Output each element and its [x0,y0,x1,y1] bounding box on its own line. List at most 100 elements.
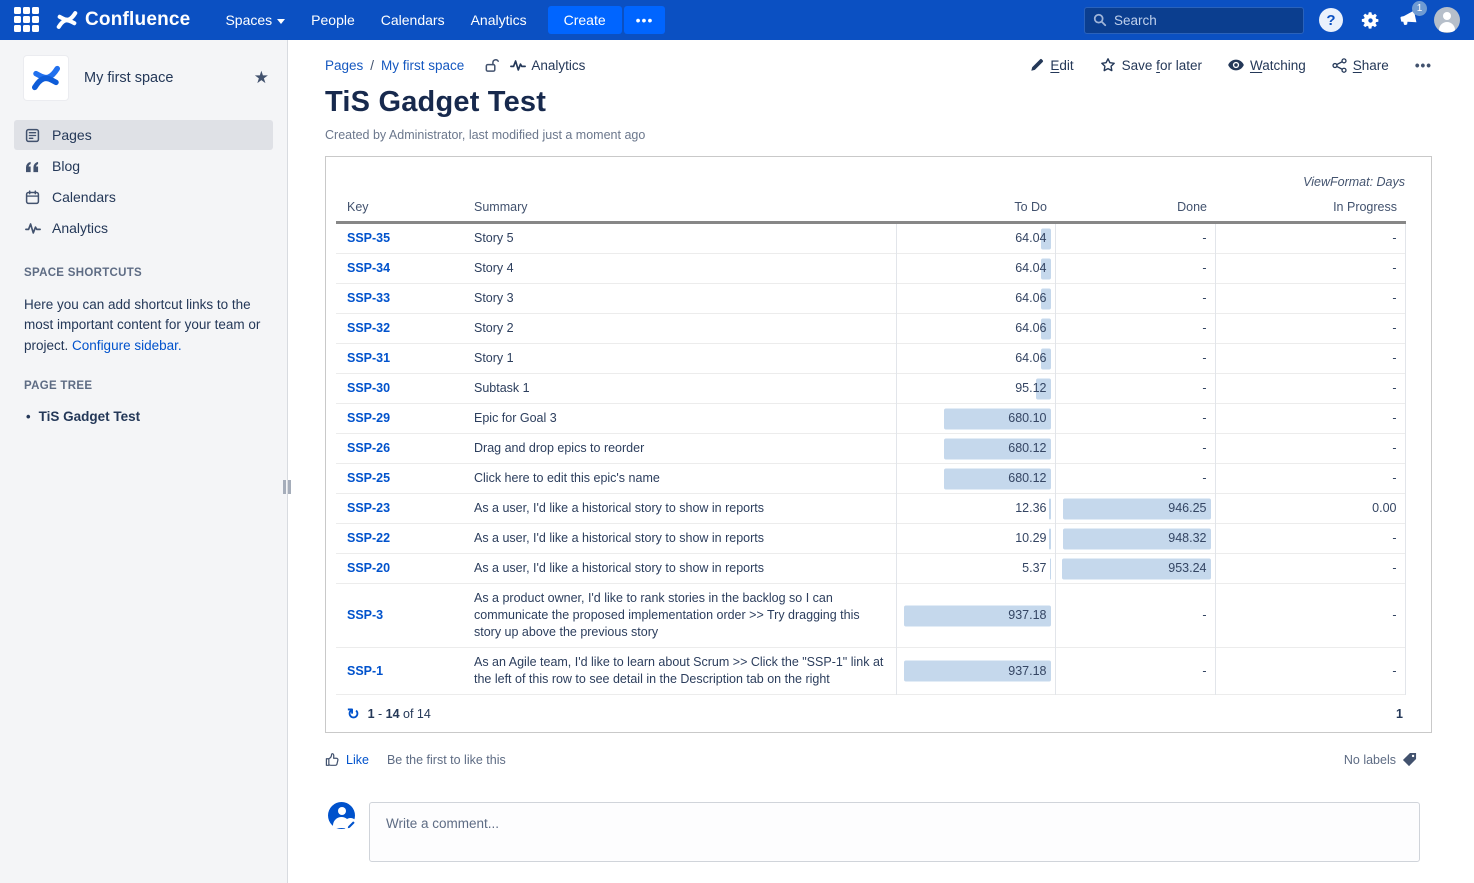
search-box[interactable] [1084,6,1304,34]
value-bar [944,438,1051,459]
cell-key: SSP-35 [336,223,471,254]
share-button[interactable]: Share [1332,58,1389,73]
nav-people[interactable]: People [311,12,355,28]
edit-button[interactable]: Edit [1030,58,1074,73]
cell-to_do: 95.12 [895,373,1055,404]
page-social-bar: Like Be the first to like this No labels [325,752,1432,767]
page-more-button[interactable]: ••• [1414,57,1432,73]
save-for-later-button[interactable]: Save for later [1100,57,1202,73]
like-button[interactable]: Like [325,752,369,767]
configure-sidebar-link[interactable]: Configure sidebar. [72,337,182,353]
nav-calendars[interactable]: Calendars [380,12,445,28]
comment-user-avatar [328,802,357,831]
cell-done: - [1054,313,1215,344]
issue-summary: As an Agile team, I'd like to learn abou… [474,655,884,686]
issue-key-link[interactable]: SSP-1 [347,663,384,678]
issue-key-link[interactable]: SSP-3 [347,608,384,622]
cell-key: SSP-29 [336,404,471,434]
cell-key: SSP-34 [336,254,471,284]
issue-key-link[interactable]: SSP-20 [347,561,391,575]
value-bar [1040,258,1051,279]
issue-summary: Story 4 [474,261,514,275]
issue-key-link[interactable]: SSP-32 [347,321,391,335]
issue-key-link[interactable]: SSP-23 [347,501,391,515]
issue-key-link[interactable]: SSP-30 [347,381,391,395]
nav-analytics[interactable]: Analytics [470,12,527,28]
label-tag-icon [1402,752,1417,767]
issue-key-link[interactable]: SSP-29 [347,411,391,425]
comment-input[interactable] [369,802,1420,862]
table-row: SSP-30 Subtask 1 95.12- - [336,373,1406,404]
issue-key-link[interactable]: SSP-25 [347,471,391,485]
favourite-star-icon[interactable]: ★ [253,68,269,87]
issue-summary: Epic for Goal 3 [474,411,557,425]
unlock-icon[interactable] [484,58,500,73]
eye-icon [1228,59,1244,71]
notifications-megaphone-icon[interactable]: 1 [1397,0,1427,34]
brand-name: Confluence [85,9,191,30]
issue-key-link[interactable]: SSP-33 [347,291,391,305]
analytics-wave-icon [24,222,41,235]
value-bar [1040,348,1051,369]
table-row: SSP-22 As a user, I'd like a historical s… [336,523,1406,554]
user-avatar[interactable] [1434,7,1460,33]
chevron-down-icon [277,18,286,24]
settings-gear-icon[interactable] [1358,8,1382,32]
cell-in_progress: - [1214,523,1406,554]
cell-done: - [1054,373,1215,404]
cell-key: SSP-20 [336,554,471,584]
issue-key-link[interactable]: SSP-35 [347,231,391,245]
search-input[interactable] [1114,12,1284,28]
labels-button[interactable]: No labels [1344,752,1417,767]
sidebar-item-calendars[interactable]: Calendars [14,182,273,212]
value-bar [904,660,1051,682]
issue-key-link[interactable]: SSP-22 [347,531,391,545]
table-row: SSP-29 Epic for Goal 3 680.10- - [336,403,1406,434]
space-logo[interactable] [24,56,68,100]
cell-done: 948.32 [1054,523,1215,554]
confluence-logo[interactable]: Confluence [56,9,190,31]
app-switcher-icon[interactable] [14,7,40,33]
sidebar-item-blog[interactable]: Blog [14,151,273,181]
search-icon [1093,13,1107,27]
issue-summary: As a user, I'd like a historical story t… [474,501,765,515]
cell-to_do: 10.29 [895,523,1055,554]
like-hint: Be the first to like this [386,752,506,767]
nav-spaces[interactable]: Spaces [212,0,298,40]
cell-done: - [1054,343,1215,374]
refresh-icon[interactable]: ↻ [347,705,360,723]
current-page-number[interactable]: 1 [1396,706,1403,721]
issue-summary: Story 5 [474,231,514,245]
cell-done: - [1054,433,1215,464]
cell-in_progress: - [1214,373,1406,404]
create-button[interactable]: Create [547,6,622,34]
sidebar-item-analytics[interactable]: Analytics [14,213,273,243]
space-name[interactable]: My first space [84,70,174,86]
value-bar [1048,528,1051,549]
sidebar-resize-grip[interactable] [283,480,291,494]
table-row: SSP-23 As a user, I'd like a historical s… [336,493,1406,524]
sidebar-item-label: Analytics [52,220,109,236]
cell-in_progress: - [1214,433,1406,464]
issue-summary: As a user, I'd like a historical story t… [474,531,765,545]
table-row: SSP-26 Drag and drop epics to reorder 680.… [336,433,1406,464]
page-content: Pages / My first space Analytics Edit [288,40,1474,883]
issue-key-link[interactable]: SSP-34 [347,261,391,275]
issue-key-link[interactable]: SSP-26 [347,441,391,455]
table-row: SSP-31 Story 1 64.06- - [336,343,1406,374]
cell-key: SSP-25 [336,464,471,494]
help-icon[interactable]: ? [1319,8,1343,32]
watching-button[interactable]: Watching [1228,58,1306,73]
breadcrumb-pages-link[interactable]: Pages [325,57,364,73]
page-tree-item[interactable]: • TiS Gadget Test [26,408,141,424]
cell-to_do: 12.36 [895,493,1055,524]
nav-more-button[interactable]: ••• [623,6,666,34]
sidebar-item-pages[interactable]: Pages [14,120,273,150]
breadcrumb-space-link[interactable]: My first space [381,57,465,73]
cell-key: SSP-32 [336,314,471,344]
issue-key-link[interactable]: SSP-31 [347,351,391,365]
table-header-row: Key Summary To Do Done In Progress [336,191,1405,223]
cell-in_progress: - [1214,313,1406,344]
table-row: SSP-25 Click here to edit this epic's nam… [336,463,1406,494]
value-bar [904,605,1051,626]
